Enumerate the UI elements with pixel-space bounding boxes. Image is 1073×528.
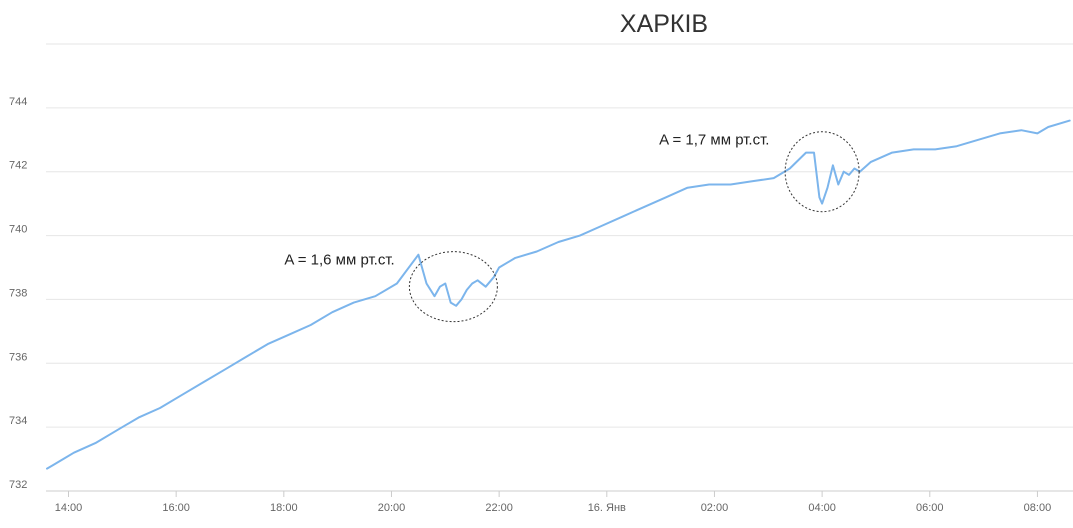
x-tick-label: 16:00 bbox=[162, 502, 190, 514]
x-tick-label: 22:00 bbox=[485, 502, 513, 514]
x-axis-ticks: 14:00 16:00 18:00 20:00 22:00 16. Янв 02:00 04:… bbox=[55, 491, 1051, 514]
annotation-circle bbox=[784, 131, 860, 213]
y-grid-lines bbox=[46, 107, 1073, 428]
x-tick-label: 06:00 bbox=[916, 502, 944, 514]
annotations: A = 1,6 мм рт.ст. A = 1,7 мм рт.ст. bbox=[284, 131, 860, 323]
x-tick-label: 18:00 bbox=[270, 502, 298, 514]
y-tick-label: 732 bbox=[9, 479, 27, 491]
y-tick-label: 742 bbox=[9, 160, 27, 172]
chart-title: ХАРКІВ bbox=[620, 10, 708, 38]
annotation-label: A = 1,7 мм рт.ст. bbox=[659, 132, 769, 149]
y-tick-label: 736 bbox=[9, 351, 27, 363]
y-axis-tick-labels: 732 734 736 738 740 742 744 bbox=[9, 96, 27, 491]
y-tick-label: 744 bbox=[9, 96, 27, 108]
x-tick-label: 04:00 bbox=[808, 502, 836, 514]
x-tick-label: 14:00 bbox=[55, 502, 83, 514]
annotation-circle bbox=[408, 251, 498, 323]
series-line-pressure bbox=[46, 119, 1071, 470]
y-tick-label: 734 bbox=[9, 415, 27, 427]
y-tick-label: 738 bbox=[9, 287, 27, 299]
x-tick-label: 20:00 bbox=[378, 502, 406, 514]
x-tick-label: 08:00 bbox=[1024, 502, 1052, 514]
y-tick-label: 740 bbox=[9, 224, 27, 236]
annotation-label: A = 1,6 мм рт.ст. bbox=[284, 252, 394, 269]
x-tick-label: 02:00 bbox=[701, 502, 729, 514]
x-tick-label: 16. Янв bbox=[588, 502, 626, 514]
